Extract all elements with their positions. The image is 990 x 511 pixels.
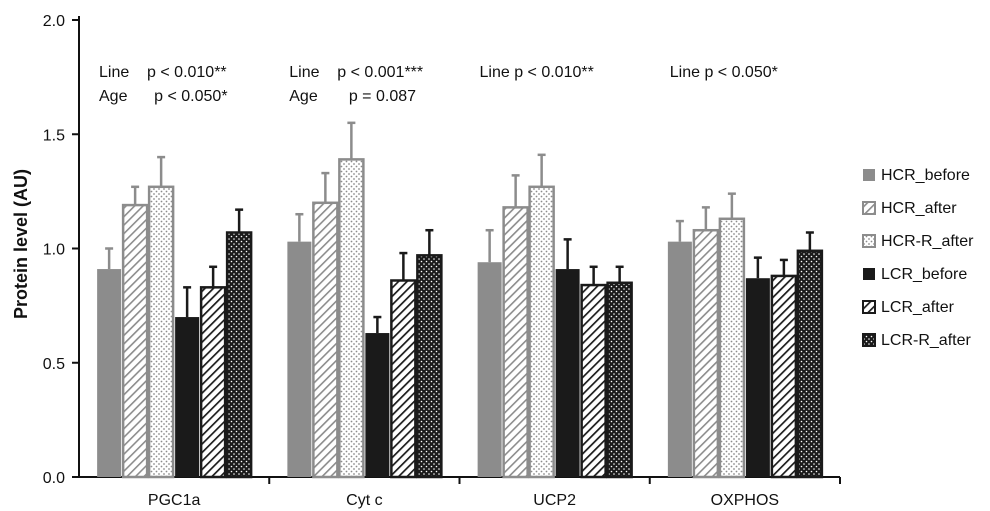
legend-label: HCR_after <box>881 200 957 217</box>
x-category-label: PGC1a <box>148 492 201 509</box>
bar-lcr-r-after <box>606 281 633 479</box>
bar-hcr-after <box>312 201 339 479</box>
x-category-label: Cyt c <box>346 492 382 509</box>
bar-lcr-before <box>175 317 200 477</box>
bar-hcr-r-after <box>338 158 365 479</box>
y-axis-title: Protein level (AU) <box>11 169 31 319</box>
bar-hcr-after <box>121 203 149 479</box>
legend-swatch <box>863 169 875 181</box>
y-tick-label: 2.0 <box>43 13 65 30</box>
bar-hcr-after <box>692 228 720 479</box>
stat-annotation: Line p < 0.010** <box>99 64 227 81</box>
bar-hcr-before <box>287 241 312 477</box>
bar-lcr-before <box>745 278 770 477</box>
bar-lcr-r-after <box>796 249 824 479</box>
legend-label: LCR_before <box>881 266 967 283</box>
stat-annotation: Age p = 0.087 <box>289 88 416 105</box>
bar-lcr-r-after <box>416 254 443 479</box>
y-tick-label: 0.0 <box>43 470 65 487</box>
bar-lcr-before <box>555 269 580 477</box>
bar-lcr-after <box>199 286 227 479</box>
bar-hcr-r-after <box>147 185 175 479</box>
legend-label: LCR_after <box>881 299 955 316</box>
bar-hcr-r-after <box>528 185 555 479</box>
x-category-label: UCP2 <box>533 492 576 509</box>
legend-swatch <box>862 300 876 314</box>
bar-hcr-after <box>502 206 529 479</box>
stat-annotation: Line p < 0.010** <box>480 64 594 81</box>
legend-label: LCR-R_after <box>881 332 971 349</box>
legend-swatch <box>862 333 876 347</box>
bar-hcr-before <box>477 262 502 477</box>
stat-annotation: Line p < 0.001*** <box>289 64 423 81</box>
legend-swatch <box>862 201 876 215</box>
bar-lcr-after <box>770 274 798 479</box>
legend-swatch <box>863 268 875 280</box>
legend-label: HCR_before <box>881 167 970 184</box>
bar-lcr-r-after <box>225 231 253 479</box>
annotations: Line p < 0.010** Age p < 0.050* Line p < 0… <box>99 64 778 105</box>
bar-hcr-before <box>667 241 692 477</box>
stat-annotation: Age p < 0.050* <box>99 88 228 105</box>
legend-swatch <box>862 234 876 248</box>
y-tick-label: 1.0 <box>43 242 65 259</box>
bar-lcr-before <box>365 333 390 477</box>
y-tick-label: 0.5 <box>43 356 65 373</box>
bar-lcr-after <box>390 279 417 479</box>
stat-annotation: Line p < 0.050* <box>670 64 778 81</box>
bar-hcr-before <box>97 269 122 477</box>
legend: HCR_before HCR_after HCR-R_after LCR_before… <box>862 167 974 349</box>
bar-hcr-r-after <box>718 217 746 479</box>
y-tick-label: 1.5 <box>43 127 65 144</box>
x-category-label: OXPHOS <box>711 492 779 509</box>
bar-lcr-after <box>580 283 607 479</box>
legend-label: HCR-R_after <box>881 233 974 250</box>
bars <box>97 121 824 479</box>
